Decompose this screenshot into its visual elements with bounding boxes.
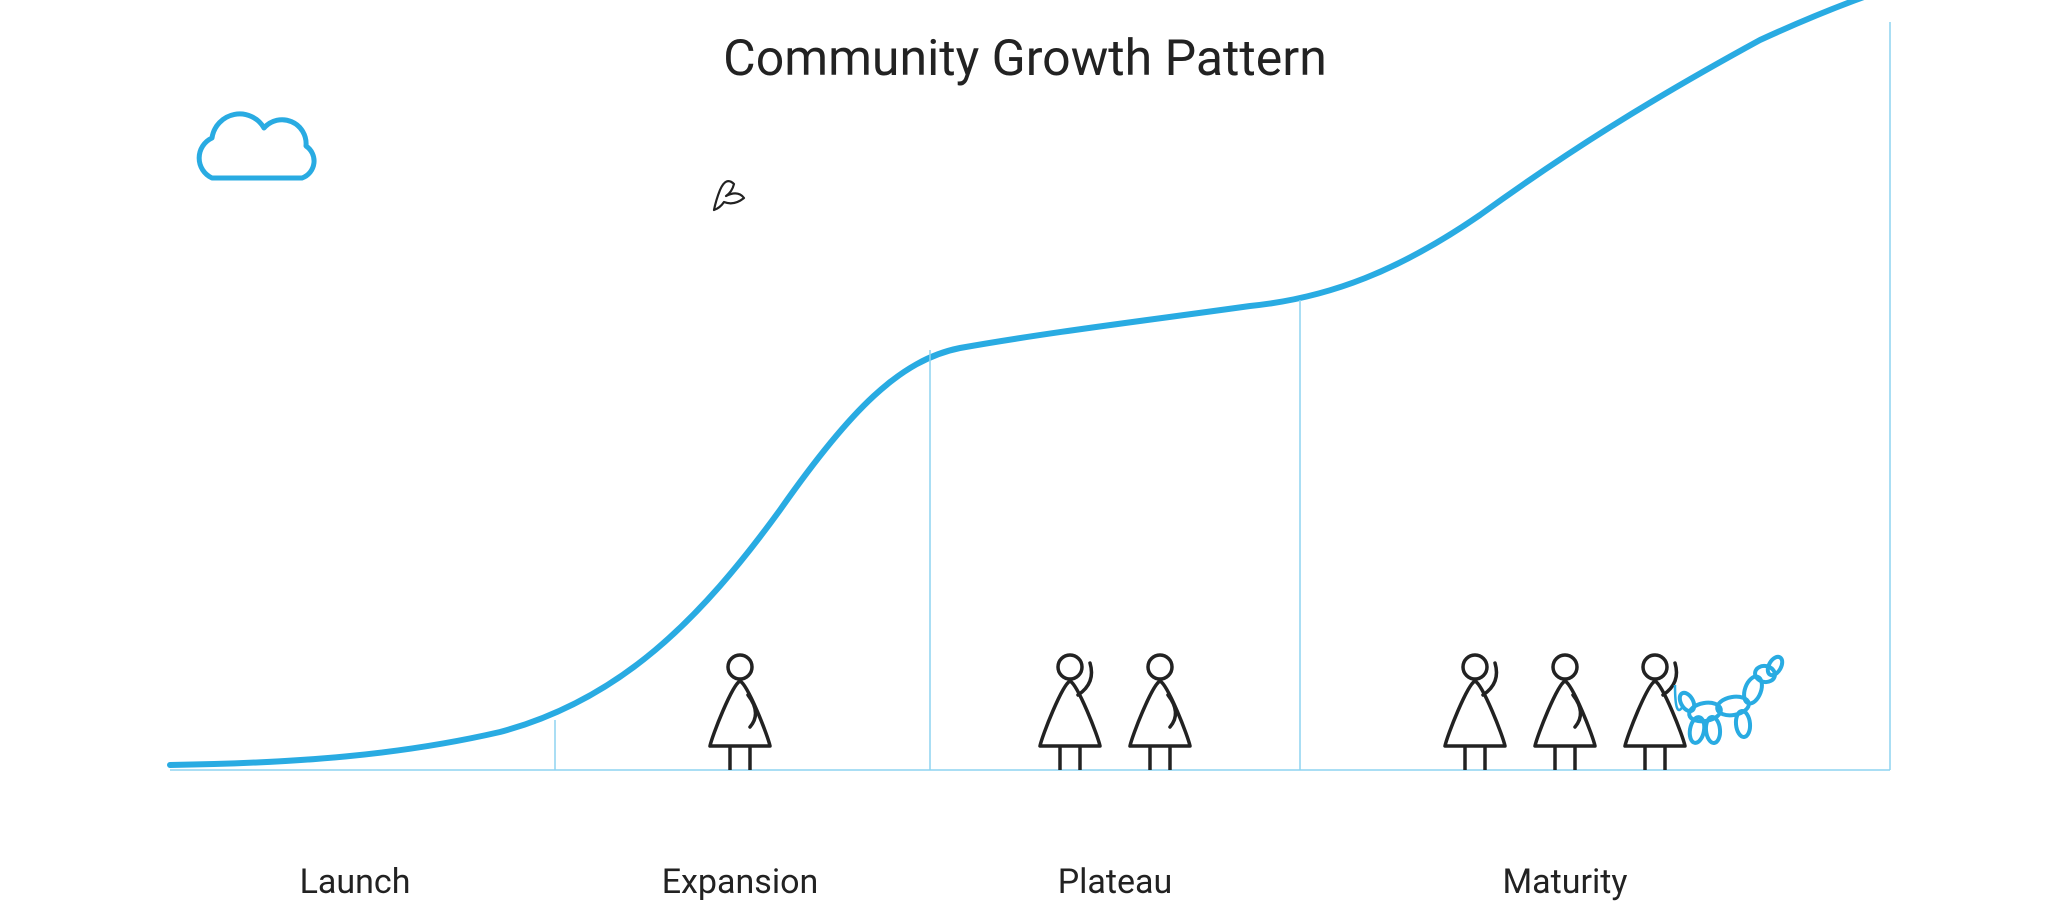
growth-chart: Community Growth Pattern LaunchExpansion… — [0, 0, 2050, 907]
person-icon — [710, 655, 770, 770]
chart-svg — [0, 0, 2050, 907]
phase-label: Launch — [300, 862, 411, 902]
person-icon — [1040, 655, 1100, 770]
phase-label: Plateau — [1058, 862, 1173, 902]
person-icon — [1625, 655, 1685, 770]
balloon-dog-icon — [1675, 654, 1785, 744]
bird-icon — [714, 181, 744, 210]
phase-label: Expansion — [662, 862, 819, 902]
person-icon — [1535, 655, 1595, 770]
phase-label: Maturity — [1502, 862, 1627, 902]
growth-curve — [170, 0, 1945, 765]
person-icon — [1130, 655, 1190, 770]
person-icon — [1445, 655, 1505, 770]
cloud-icon — [199, 114, 314, 178]
